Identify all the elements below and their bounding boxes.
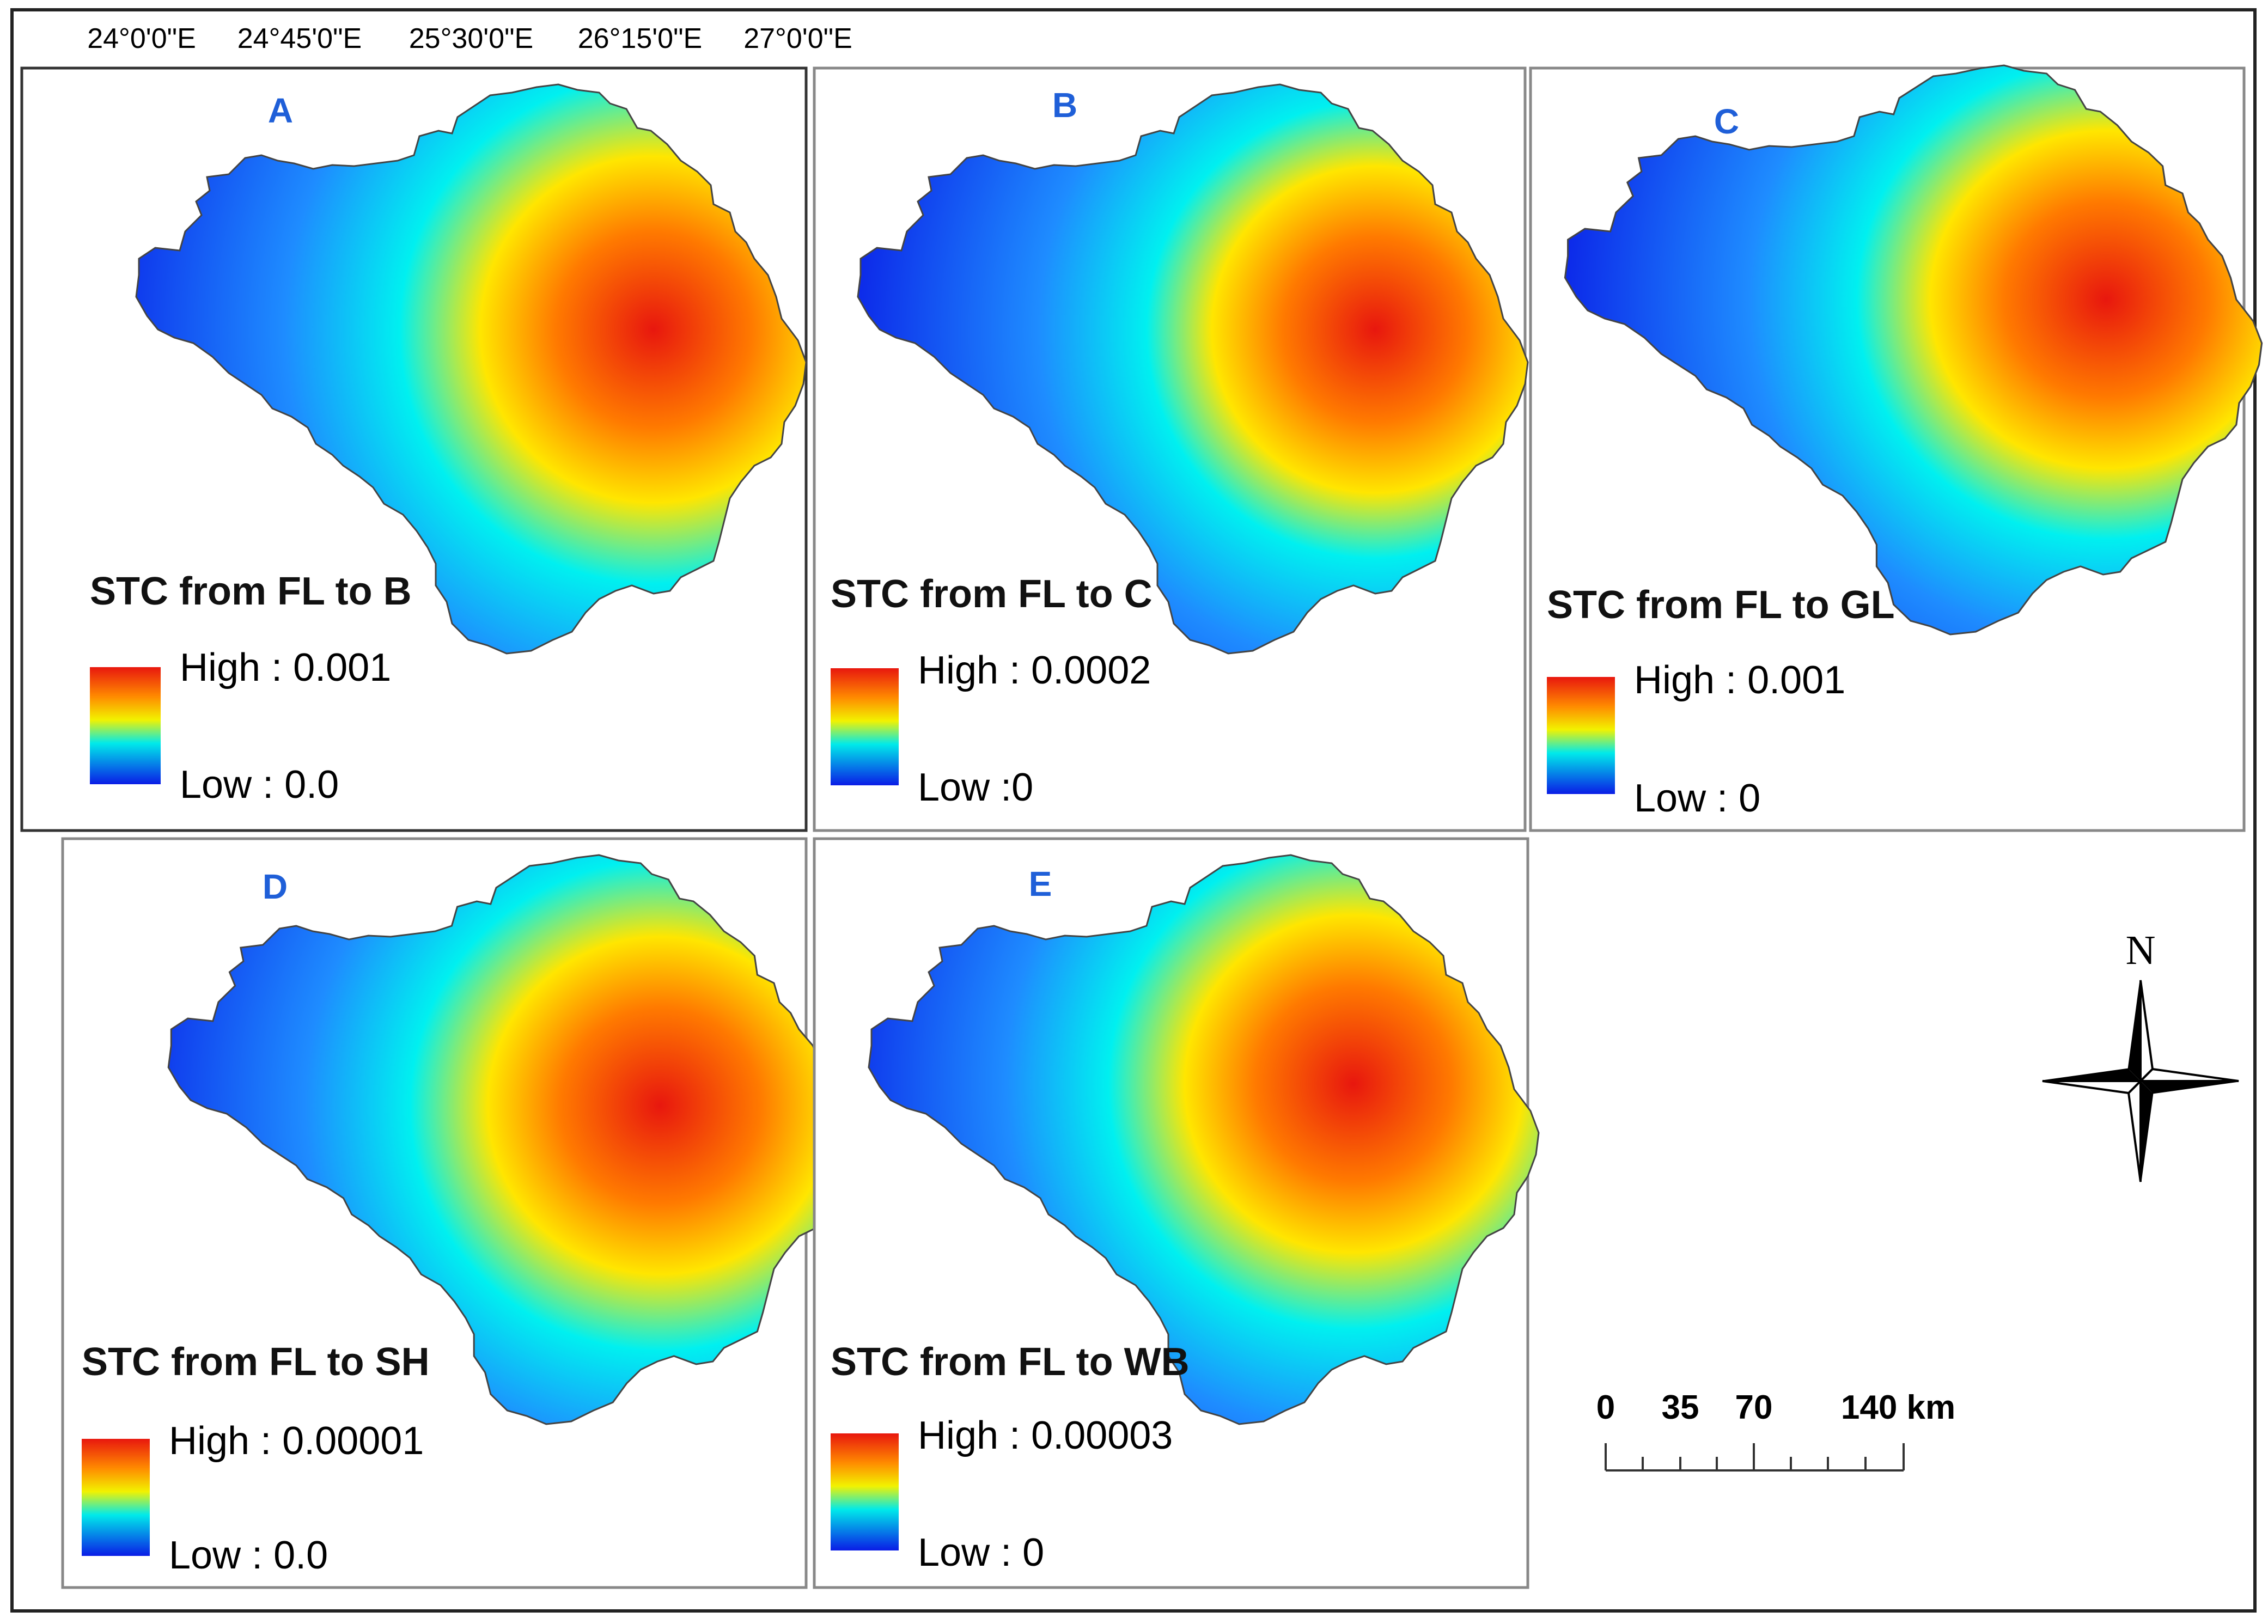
longitude-tick-label: 26°15'0"E	[578, 23, 702, 54]
map-panel-c: C STC from FL to GL High : 0.001 Low : 0	[1529, 64, 2263, 832]
map-panel-d: D STC from FL to SH High : 0.00001 Low :…	[61, 837, 853, 1589]
scale-label: 35	[1662, 1389, 1699, 1426]
panel-title: STC from FL to B	[90, 570, 412, 613]
legend-high-label: High : 0.001	[180, 646, 391, 689]
scale-label: 0	[1596, 1389, 1615, 1426]
panel-title: STC from FL to WB	[831, 1340, 1190, 1384]
legend-low-label: Low : 0.0	[180, 763, 339, 807]
longitude-tick-label: 27°0'0"E	[743, 23, 852, 54]
legend-color-ramp	[1547, 677, 1615, 794]
legend-high-label: High : 0.001	[1634, 658, 1845, 702]
legend-color-ramp	[831, 668, 899, 785]
panel-letter: A	[268, 91, 293, 130]
legend-low-label: Low : 0	[1634, 777, 1760, 820]
map-panel-a: A STC from FL to B High : 0.001 Low : 0.…	[20, 66, 808, 832]
panel-letter: C	[1714, 102, 1739, 141]
scale-label: 140 km	[1841, 1389, 1955, 1426]
panel-letter: D	[263, 867, 288, 906]
legend-high-label: High : 0.00001	[169, 1419, 424, 1463]
longitude-tick-label: 25°30'0"E	[409, 23, 533, 54]
legend-low-label: Low : 0	[918, 1531, 1044, 1574]
north-arrow: N	[2042, 927, 2239, 1182]
panel-title: STC from FL to GL	[1547, 583, 1895, 627]
panel-letter: E	[1029, 864, 1052, 903]
legend-high-label: High : 0.00003	[918, 1414, 1173, 1457]
legend-color-ramp	[82, 1439, 150, 1556]
scale-bar: 0 35 70 140 km	[1596, 1389, 1955, 1472]
longitude-tick-label: 24°45'0"E	[237, 23, 362, 54]
north-label: N	[2126, 927, 2156, 973]
legend-low-label: Low : 0.0	[169, 1534, 328, 1577]
map-panel-b: B STC from FL to C High : 0.0002 Low :0	[813, 66, 1529, 832]
compass-rose-icon	[2042, 980, 2239, 1182]
scale-label: 70	[1735, 1389, 1773, 1426]
legend-color-ramp	[90, 667, 161, 784]
legend-low-label: Low :0	[918, 766, 1033, 809]
legend-color-ramp	[831, 1433, 899, 1550]
scale-bar-ticks	[1605, 1443, 1905, 1472]
figure-frame	[10, 8, 2257, 1613]
longitude-axis: 24°0'0"E 24°45'0"E 25°30'0"E 26°15'0"E 2…	[87, 23, 852, 54]
longitude-tick-label: 24°0'0"E	[87, 23, 196, 54]
panel-title: STC from FL to SH	[82, 1340, 430, 1384]
map-panel-e: E STC from FL to WB High : 0.00003 Low :…	[813, 837, 1540, 1589]
panel-title: STC from FL to C	[831, 572, 1153, 616]
panel-letter: B	[1052, 86, 1077, 125]
legend-high-label: High : 0.0002	[918, 649, 1151, 692]
